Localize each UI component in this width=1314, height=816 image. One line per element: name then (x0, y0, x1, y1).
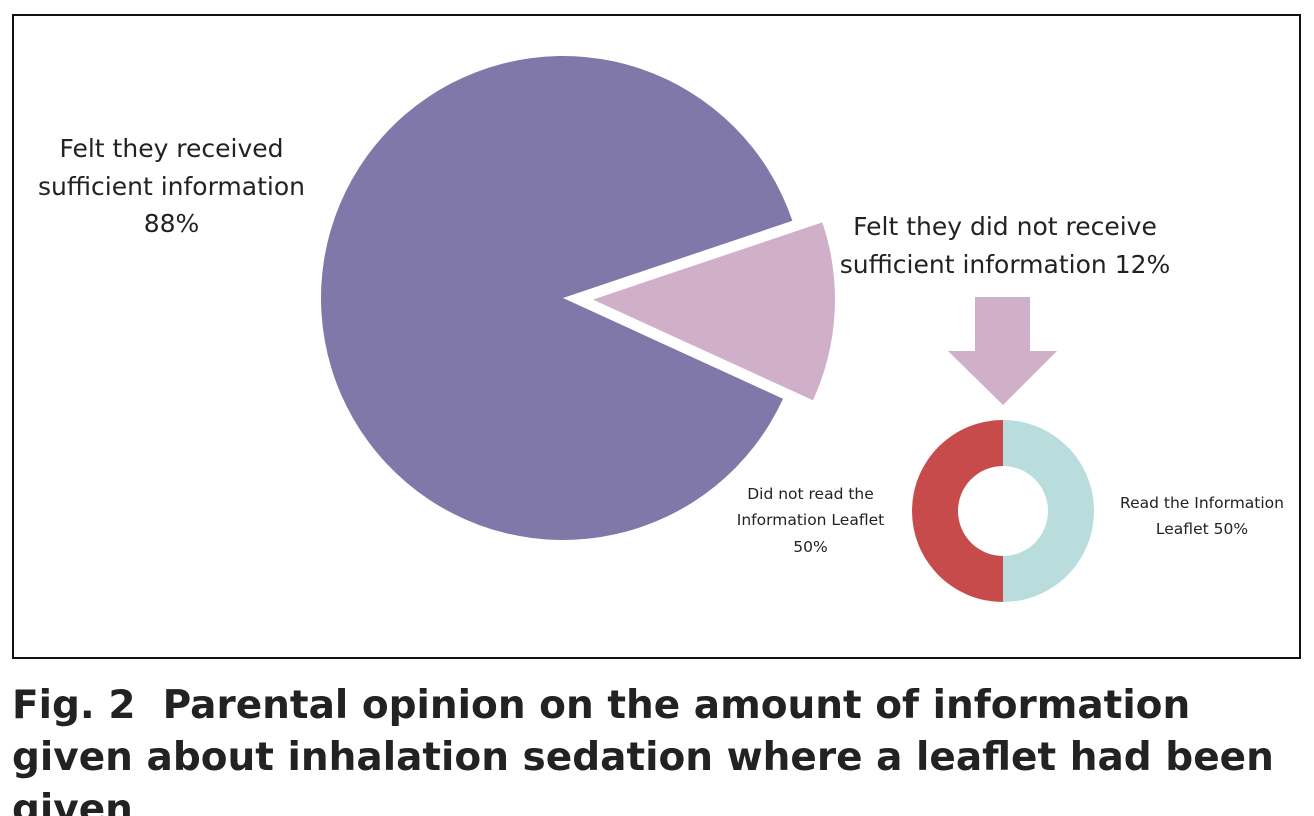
slice-value-label: 12% (1114, 249, 1171, 279)
slice-category: Felt they received sufficient informatio… (38, 134, 305, 201)
slice (1003, 420, 1094, 602)
slice-label: Did not read the Information Leaflet 50% (718, 481, 903, 560)
slice (592, 222, 835, 401)
slice-category: Read the Information Leaflet (1120, 494, 1284, 539)
slice (321, 55, 793, 540)
slice-value-label: 50% (793, 537, 828, 556)
slice-value-label: 50% (1213, 520, 1249, 539)
caption-label: Fig. 2 (12, 683, 136, 728)
caption-text: Parental opinion on the amount of inform… (12, 683, 1274, 816)
slice-category: Did not read the Information Leaflet (736, 485, 885, 530)
frame (12, 14, 1301, 659)
chart (12, 14, 1301, 659)
arrow (948, 297, 1057, 405)
caption: Fig. 2 Parental opinion on the amount of… (12, 680, 1302, 816)
slice-value-label: 88% (143, 209, 200, 238)
slice-label: Felt they did not receive sufficient inf… (820, 208, 1190, 283)
slice (912, 420, 1003, 602)
slice-category: Felt they did not receive sufficient inf… (839, 212, 1157, 279)
slice-label: Felt they received sufficient informatio… (14, 130, 329, 243)
slice-label: Read the Information Leaflet 50% (1104, 490, 1300, 543)
